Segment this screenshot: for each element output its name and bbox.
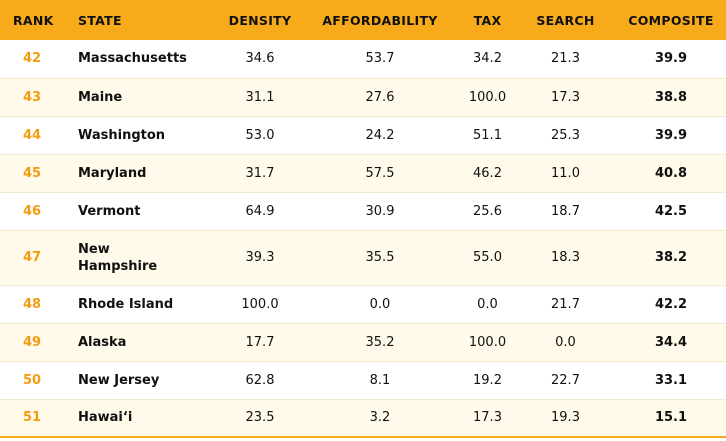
search-cell: 11.0	[551, 165, 580, 181]
table-row: 45 Maryland 31.7 57.5 46.2 11.0 40.8	[0, 154, 726, 192]
composite-cell: 38.2	[654, 250, 688, 265]
affordability-cell: 35.5	[365, 250, 395, 265]
tax-cell: 19.2	[473, 372, 502, 388]
composite-cell: 40.8	[654, 165, 688, 181]
state-cell: New Jersey	[78, 372, 160, 388]
header-state: STATE	[78, 12, 122, 28]
density-cell: 64.9	[245, 203, 275, 219]
table-row: 44 Washington 53.0 24.2 51.1 25.3 39.9	[0, 116, 726, 154]
density-cell: 62.8	[245, 372, 275, 388]
density-cell: 31.7	[245, 165, 275, 181]
composite-cell: 39.9	[654, 51, 688, 67]
header-density: DENSITY	[228, 12, 292, 28]
search-cell: 18.7	[551, 203, 580, 219]
density-cell: 31.1	[245, 89, 275, 105]
search-cell: 19.3	[551, 410, 580, 426]
composite-cell: 15.1	[654, 410, 688, 426]
rank-cell: 51	[23, 410, 42, 426]
table-row: 46 Vermont 64.9 30.9 25.6 18.7 42.5	[0, 192, 726, 230]
composite-cell: 42.5	[654, 203, 688, 219]
search-cell: 21.7	[551, 296, 580, 312]
density-cell: 53.0	[245, 127, 275, 143]
tax-cell: 100.0	[468, 89, 507, 105]
state-cell: Hawai‘i	[78, 410, 133, 426]
rank-cell: 50	[23, 372, 42, 388]
state-cell: Vermont	[78, 203, 141, 219]
table-body: 42 Massachusetts 34.6 53.7 34.2 21.3 39.…	[0, 40, 726, 437]
density-cell: 39.3	[245, 250, 275, 265]
rank-cell: 49	[23, 334, 42, 350]
rank-cell: 47	[23, 250, 42, 265]
affordability-cell: 0.0	[369, 296, 391, 312]
table-row: 51 Hawai‘i 23.5 3.2 17.3 19.3 15.1	[0, 399, 726, 437]
tax-cell: 25.6	[473, 203, 502, 219]
affordability-cell: 35.2	[365, 334, 395, 350]
affordability-cell: 53.7	[365, 51, 395, 67]
state-cell: Washington	[78, 127, 166, 143]
state-cell: Alaska	[78, 334, 127, 350]
affordability-cell: 24.2	[365, 127, 395, 143]
composite-cell: 33.1	[654, 372, 688, 388]
search-cell: 0.0	[555, 334, 576, 350]
tax-cell: 0.0	[477, 296, 498, 312]
composite-cell: 34.4	[654, 334, 688, 350]
composite-cell: 39.9	[654, 127, 688, 143]
tax-cell: 100.0	[468, 334, 507, 350]
state-cell: Rhode Island	[78, 296, 174, 312]
table-row: 48 Rhode Island 100.0 0.0 0.0 21.7 42.2	[0, 285, 726, 323]
search-cell: 25.3	[551, 127, 580, 143]
rank-cell: 42	[23, 51, 42, 67]
tax-cell: 46.2	[473, 165, 502, 181]
rank-cell: 48	[23, 296, 42, 312]
search-cell: 17.3	[551, 89, 580, 105]
state-cell: Maryland	[78, 165, 147, 181]
search-cell: 18.3	[551, 250, 580, 265]
affordability-cell: 8.1	[369, 372, 391, 388]
affordability-cell: 30.9	[365, 203, 395, 219]
search-cell: 21.3	[551, 51, 580, 67]
search-cell: 22.7	[551, 372, 580, 388]
density-cell: 100.0	[241, 296, 279, 312]
tax-cell: 17.3	[473, 410, 502, 426]
density-cell: 23.5	[245, 410, 275, 426]
tax-cell: 34.2	[473, 51, 502, 67]
state-cell: New Hampshire	[78, 241, 158, 274]
affordability-cell: 27.6	[365, 89, 395, 105]
table-header: RANK STATE DENSITY AFFORDABILITY TAX SEA…	[0, 0, 726, 40]
table-row: 42 Massachusetts 34.6 53.7 34.2 21.3 39.…	[0, 40, 726, 78]
rank-cell: 44	[23, 127, 42, 143]
density-cell: 34.6	[245, 51, 275, 67]
table-row: 50 New Jersey 62.8 8.1 19.2 22.7 33.1	[0, 361, 726, 399]
table-row: 43 Maine 31.1 27.6 100.0 17.3 38.8	[0, 78, 726, 116]
composite-cell: 42.2	[654, 296, 688, 312]
table-row: 49 Alaska 17.7 35.2 100.0 0.0 34.4	[0, 323, 726, 361]
rank-cell: 46	[23, 203, 42, 219]
header-composite: COMPOSITE	[628, 12, 714, 28]
header-affordability: AFFORDABILITY	[322, 12, 438, 28]
tax-cell: 51.1	[473, 127, 502, 143]
tax-cell: 55.0	[473, 250, 502, 265]
rank-cell: 45	[23, 165, 42, 181]
density-cell: 17.7	[245, 334, 275, 350]
affordability-cell: 3.2	[369, 410, 391, 426]
affordability-cell: 57.5	[365, 165, 395, 181]
rank-cell: 43	[23, 89, 42, 105]
state-cell: Massachusetts	[78, 51, 187, 67]
header-search: SEARCH	[536, 12, 595, 28]
table-row: 47 New Hampshire 39.3 35.5 55.0 18.3 38.…	[0, 230, 726, 285]
header-row: RANK STATE DENSITY AFFORDABILITY TAX SEA…	[0, 0, 726, 40]
state-cell: Maine	[78, 89, 123, 105]
composite-cell: 38.8	[654, 89, 688, 105]
header-tax: TAX	[473, 12, 502, 28]
header-rank: RANK	[13, 12, 54, 28]
